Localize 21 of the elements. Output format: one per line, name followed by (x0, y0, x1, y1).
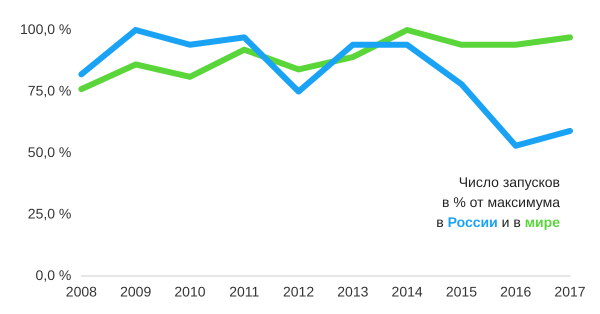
x-tick-label: 2015 (446, 283, 478, 300)
text: России (448, 214, 498, 230)
annotation: в (436, 214, 444, 230)
x-tick-label: 2017 (554, 283, 586, 300)
x-tick-label: 2009 (120, 283, 152, 300)
x-tick-label: 2014 (392, 283, 423, 300)
annotation: в % от максимума (441, 193, 560, 212)
x-tick-label: 2013 (337, 283, 369, 300)
y-tick-label: 50,0 % (28, 144, 72, 160)
y-tick-label: 25,0 % (28, 206, 72, 222)
y-tick-label: 0,0 % (36, 267, 72, 284)
x-tick-label: 2008 (66, 283, 98, 300)
x-tick-label: 2012 (282, 283, 314, 300)
x-tick-label: 2011 (229, 283, 260, 300)
y-tick-label: 100,0 % (20, 20, 72, 37)
annotation: и в (502, 214, 521, 230)
text: мире (524, 214, 560, 230)
x-tick-label: 2010 (174, 283, 206, 300)
annotation: Число запусков (458, 173, 560, 192)
x-tick-label: 2016 (500, 283, 532, 300)
y-tick-label: 75,0 % (28, 82, 72, 98)
